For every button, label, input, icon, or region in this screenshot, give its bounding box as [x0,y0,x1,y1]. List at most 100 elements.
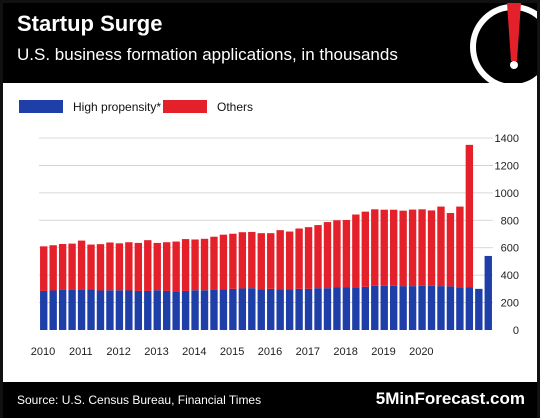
bar-high-propensity [465,287,474,330]
bar-high-propensity [475,288,483,330]
x-tick-label: 2015 [220,346,244,358]
bar-high-propensity [96,290,105,330]
bar-high-propensity [333,287,341,330]
bar-others [295,228,303,289]
bar-others [342,220,351,288]
bar-high-propensity [125,290,133,330]
bar-others [87,244,95,290]
x-tick-label: 2014 [182,346,206,358]
bar-others [106,242,114,291]
y-tick-label: 400 [501,270,519,282]
bar-others [456,206,464,288]
bar-high-propensity [408,286,417,330]
x-tick-label: 2020 [409,346,433,358]
bar-high-propensity [40,290,48,330]
bar-others [134,242,143,291]
bar-high-propensity [87,289,95,330]
bar-high-propensity [106,290,114,330]
legend-swatch-others [163,100,207,113]
bar-others [323,222,332,289]
y-tick-label: 1200 [495,160,519,172]
y-tick-label: 800 [501,215,519,227]
bar-high-propensity [446,286,455,330]
bar-high-propensity [115,290,124,330]
bar-high-propensity [295,288,303,330]
x-tick-label: 2012 [106,346,130,358]
bar-others [380,209,388,286]
bar-others [96,244,105,291]
bar-high-propensity [153,290,161,330]
x-tick-label: 2011 [69,346,93,358]
bar-high-propensity [484,255,492,330]
bar-others [361,211,370,287]
bar-high-propensity [418,285,426,330]
bar-high-propensity [304,288,313,330]
bar-others [115,243,124,291]
bar-high-propensity [380,285,388,330]
y-tick-label: 0 [513,325,519,337]
bar-others [437,206,445,287]
speedometer-icon [470,3,537,83]
bar-others [181,239,190,291]
bar-high-propensity [342,287,351,330]
bar-others [172,241,180,292]
bar-others [399,210,407,287]
bar-others [418,209,426,286]
bar-high-propensity [323,288,332,330]
bar-high-propensity [285,289,294,330]
bar-high-propensity [229,288,237,330]
x-tick-label: 2010 [31,346,55,358]
bar-others [352,214,360,288]
bar-others [333,220,341,288]
y-tick-label: 1000 [495,188,519,200]
bar-others [314,225,322,289]
bar-high-propensity [267,288,275,330]
header-bar: Startup Surge U.S. business formation ap… [3,3,537,83]
bar-high-propensity [437,286,445,330]
bar-high-propensity [399,286,407,330]
bar-high-propensity [134,290,143,330]
bar-others [153,242,161,291]
legend-swatch-high-propensity [19,100,63,113]
bar-high-propensity [191,290,199,330]
bar-others [276,230,284,290]
bar-others [229,233,237,289]
x-tick-label: 2017 [296,346,320,358]
bar-high-propensity [314,288,322,330]
chart-title: Startup Surge [17,11,163,36]
bar-others [68,243,76,290]
bar-high-propensity [181,290,190,330]
bar-others [77,240,86,290]
bar-high-propensity [371,285,379,330]
y-tick-label: 600 [501,243,519,255]
bar-others [200,238,209,291]
bar-others [257,233,265,290]
bar-high-propensity [361,286,370,330]
bar-others [162,242,171,291]
bar-high-propensity [219,289,228,330]
bar-others [58,244,67,290]
bar-high-propensity [172,291,180,330]
bar-others [219,234,228,290]
bar-others [427,210,436,286]
bar-others [371,209,379,286]
legend-label-others: Others [217,100,253,114]
legend-label-high-propensity: High propensity* [73,100,161,114]
bar-high-propensity [238,288,247,330]
bar-high-propensity [144,290,152,330]
x-tick-label: 2016 [258,346,282,358]
bar-high-propensity [49,290,57,330]
footer-bar: Source: U.S. Census Bureau, Financial Ti… [3,382,537,418]
bar-high-propensity [77,289,86,330]
y-tick-label: 1400 [495,133,519,145]
bar-others [465,144,474,288]
bar-high-propensity [352,287,360,330]
bar-others [125,242,133,291]
bar-high-propensity [389,285,398,330]
bar-high-propensity [248,288,256,330]
bar-others [408,209,417,287]
bar-high-propensity [68,289,76,330]
brand-logo: 5MinForecast.com [375,389,525,408]
bar-others [238,232,247,289]
